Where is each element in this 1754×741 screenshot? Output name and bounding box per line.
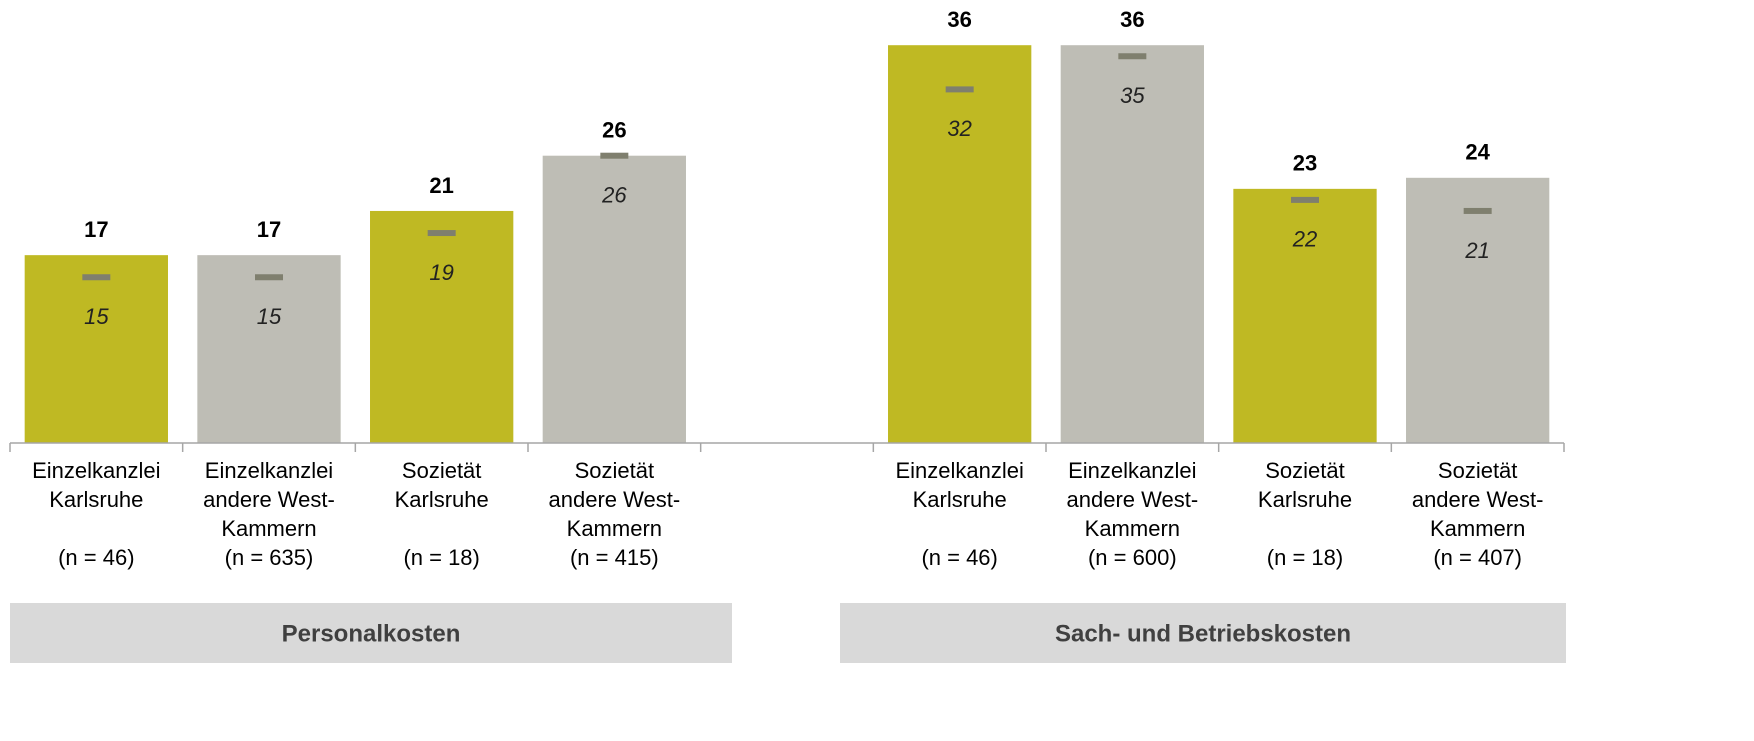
x-tick-label: Einzelkanzlei <box>895 458 1023 483</box>
value-label: 17 <box>257 217 281 242</box>
x-tick-label: Karlsruhe <box>913 487 1007 512</box>
bar <box>888 45 1032 443</box>
group-box <box>840 603 1566 663</box>
n-label: (n = 415) <box>570 545 659 570</box>
bar <box>1060 45 1204 443</box>
x-tick-label: andere West- <box>1067 487 1199 512</box>
bar <box>1406 177 1550 444</box>
n-label: (n = 18) <box>1267 545 1343 570</box>
n-label: (n = 407) <box>1433 545 1522 570</box>
x-tick-label: Einzelkanzlei <box>1068 458 1196 483</box>
marker <box>945 86 974 93</box>
marker-label: 32 <box>947 116 971 141</box>
x-tick-label: Einzelkanzlei <box>32 458 160 483</box>
marker-label: 35 <box>1120 83 1145 108</box>
x-tick-label: Kammern <box>221 516 316 541</box>
marker <box>1291 196 1319 203</box>
x-tick-label: Kammern <box>567 516 662 541</box>
x-tick-label: andere West- <box>1412 487 1544 512</box>
x-tick-label: Karlsruhe <box>49 487 143 512</box>
x-tick-label: Sozietät <box>575 458 655 483</box>
n-label: (n = 18) <box>403 545 479 570</box>
x-tick-label: Sozietät <box>1265 458 1345 483</box>
x-tick-label: Kammern <box>1085 516 1180 541</box>
bar <box>197 255 341 443</box>
value-label: 36 <box>1120 7 1144 32</box>
n-label: (n = 46) <box>921 545 997 570</box>
x-tick-label: andere West- <box>549 487 681 512</box>
marker <box>427 230 456 237</box>
marker <box>600 152 629 159</box>
x-tick-label: Karlsruhe <box>1258 487 1352 512</box>
x-tick-label: Sozietät <box>402 458 482 483</box>
value-label: 17 <box>84 217 108 242</box>
marker <box>255 274 283 281</box>
value-label: 23 <box>1293 151 1317 176</box>
group-label: Sach- und Betriebskosten <box>1055 620 1351 647</box>
marker-label: 19 <box>429 260 453 285</box>
n-label: (n = 635) <box>225 545 314 570</box>
value-label: 24 <box>1465 140 1490 165</box>
marker-label: 26 <box>601 183 627 208</box>
group-box <box>10 603 732 663</box>
marker-label: 22 <box>1292 227 1317 252</box>
marker-label: 15 <box>257 304 282 329</box>
bar <box>24 255 168 443</box>
marker <box>82 274 111 281</box>
marker-label: 21 <box>1464 238 1489 263</box>
value-label: 36 <box>947 7 971 32</box>
value-label: 26 <box>602 118 626 143</box>
x-tick-label: Sozietät <box>1438 458 1518 483</box>
marker <box>1118 53 1147 60</box>
n-label: (n = 600) <box>1088 545 1177 570</box>
x-tick-label: andere West- <box>203 487 335 512</box>
x-tick-label: Kammern <box>1430 516 1525 541</box>
bar <box>542 155 686 443</box>
x-tick-label: Karlsruhe <box>395 487 489 512</box>
marker <box>1463 207 1492 214</box>
bar <box>370 210 514 443</box>
marker-label: 15 <box>84 304 109 329</box>
value-label: 21 <box>429 173 453 198</box>
x-tick-label: Einzelkanzlei <box>205 458 333 483</box>
n-label: (n = 46) <box>58 545 134 570</box>
bar <box>1233 188 1377 443</box>
group-label: Personalkosten <box>282 620 461 647</box>
